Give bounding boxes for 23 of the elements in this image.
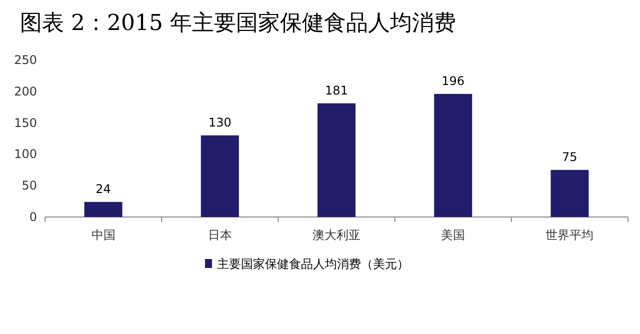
data-label: 75 (562, 150, 578, 164)
data-label: 181 (325, 83, 348, 98)
data-label: 24 (96, 182, 111, 196)
y-tick-label: 50 (22, 178, 37, 193)
bar (200, 135, 239, 217)
x-tick-label: 世界平均 (546, 228, 594, 242)
chart-title: 图表 2：2015 年主要国家保健食品人均消费 (20, 11, 456, 36)
x-tick-label: 澳大利亚 (312, 228, 360, 242)
data-label: 196 (442, 74, 465, 88)
bar (318, 103, 356, 217)
x-tick-label: 日本 (208, 228, 232, 242)
y-tick-label: 250 (14, 53, 37, 67)
bar (550, 170, 589, 217)
y-tick-label: 100 (14, 147, 37, 162)
y-tick-label: 150 (14, 116, 37, 130)
y-tick-label: 0 (29, 210, 37, 224)
data-label: 130 (208, 115, 232, 130)
bar (84, 202, 122, 217)
legend-label: 主要国家保健食品人均消费（美元） (217, 257, 409, 271)
x-tick-label: 美国 (441, 228, 466, 242)
bar (434, 94, 472, 217)
x-tick-label: 中国 (91, 228, 116, 242)
y-tick-label: 200 (14, 84, 37, 98)
